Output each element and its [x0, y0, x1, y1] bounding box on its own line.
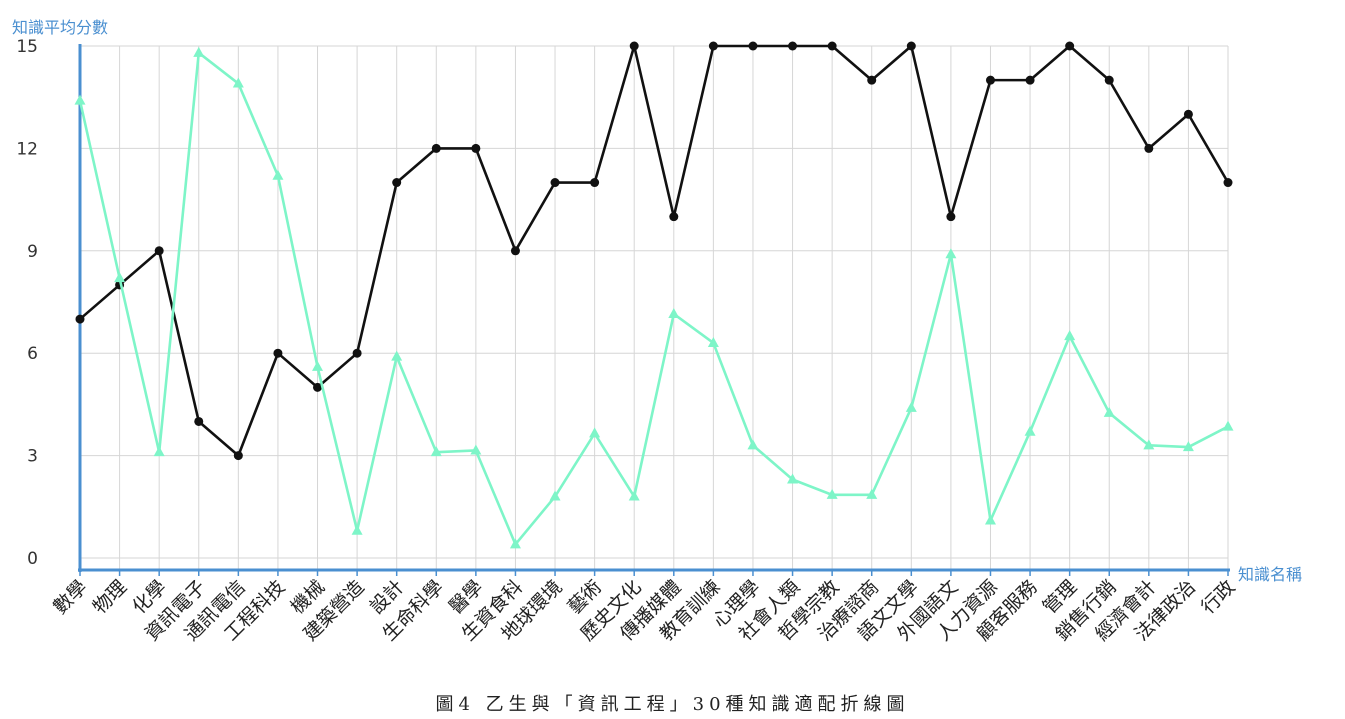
data-point: [392, 178, 402, 188]
data-point: [509, 538, 521, 549]
series-layer: [74, 41, 1234, 549]
data-point: [114, 272, 126, 283]
data-point: [391, 350, 403, 361]
y-tick-label: 0: [27, 549, 38, 569]
data-point: [471, 143, 481, 153]
axes: [78, 44, 1230, 576]
y-tick-label: 6: [27, 344, 38, 364]
data-point: [787, 473, 799, 484]
data-point: [550, 178, 560, 188]
data-point: [1103, 406, 1115, 417]
x-tick-label: 數學: [49, 576, 91, 618]
y-tick-label: 3: [27, 447, 38, 467]
data-point: [1065, 41, 1075, 51]
data-point: [826, 488, 838, 499]
data-point: [232, 77, 244, 88]
data-point: [984, 514, 996, 525]
data-point: [668, 307, 680, 318]
data-point: [1144, 143, 1154, 153]
grid-lines: [79, 45, 1229, 570]
data-point: [470, 444, 482, 455]
data-point: [589, 427, 601, 438]
data-point: [1024, 425, 1036, 436]
data-point: [430, 446, 442, 457]
data-point: [153, 446, 165, 457]
x-axis-title: 知識名稱: [1238, 565, 1302, 584]
series-2: [74, 46, 1234, 549]
data-point: [549, 490, 561, 501]
data-point: [194, 416, 204, 426]
data-point: [867, 75, 877, 85]
series-1: [75, 41, 1233, 461]
data-point: [946, 212, 956, 222]
series-line: [78, 51, 1229, 546]
data-point: [312, 360, 324, 371]
data-point: [154, 246, 164, 256]
data-point: [1182, 441, 1194, 452]
data-point: [1223, 178, 1233, 188]
data-point: [431, 143, 441, 153]
data-point: [629, 41, 639, 51]
data-point: [708, 41, 718, 51]
data-point: [1222, 420, 1234, 431]
data-point: [748, 41, 758, 51]
data-point: [1025, 75, 1035, 85]
data-point: [510, 246, 520, 256]
data-point: [590, 178, 600, 188]
y-tick-label: 15: [16, 37, 38, 57]
y-axis-title: 知識平均分數: [12, 18, 108, 37]
y-axis-ticks: 0 3 6 9 12 15: [16, 37, 38, 569]
data-point: [747, 439, 759, 450]
figure-caption: 圖4 乙生與「資訊工程」30種知識適配折線圖: [435, 694, 910, 715]
series-line: [79, 44, 1230, 457]
data-point: [985, 75, 995, 85]
data-point: [1064, 330, 1076, 341]
y-tick-label: 12: [16, 139, 38, 159]
data-point: [272, 169, 284, 180]
data-point: [1143, 439, 1155, 450]
data-point: [905, 401, 917, 412]
x-tick-label: 物理: [89, 576, 131, 618]
data-point: [866, 488, 878, 499]
data-point: [945, 248, 957, 259]
data-point: [193, 46, 205, 57]
data-point: [75, 314, 85, 324]
data-point: [1183, 109, 1193, 119]
data-point: [906, 41, 916, 51]
data-point: [351, 524, 363, 535]
data-point: [313, 382, 323, 392]
data-point: [669, 212, 679, 222]
data-point: [707, 336, 719, 347]
data-point: [827, 41, 837, 51]
data-point: [273, 348, 283, 358]
data-point: [628, 490, 640, 501]
y-tick-label: 9: [27, 242, 38, 262]
data-point: [1104, 75, 1114, 85]
data-point: [233, 451, 243, 461]
x-tick-label: 行政: [1197, 576, 1239, 618]
x-axis-ticks: 數學物理化學資訊電子通訊電信工程科技機械建築營造設計生命科學醫學生資食科地球環境…: [49, 576, 1239, 645]
data-point: [352, 348, 362, 358]
data-point: [74, 94, 86, 105]
data-point: [788, 41, 798, 51]
